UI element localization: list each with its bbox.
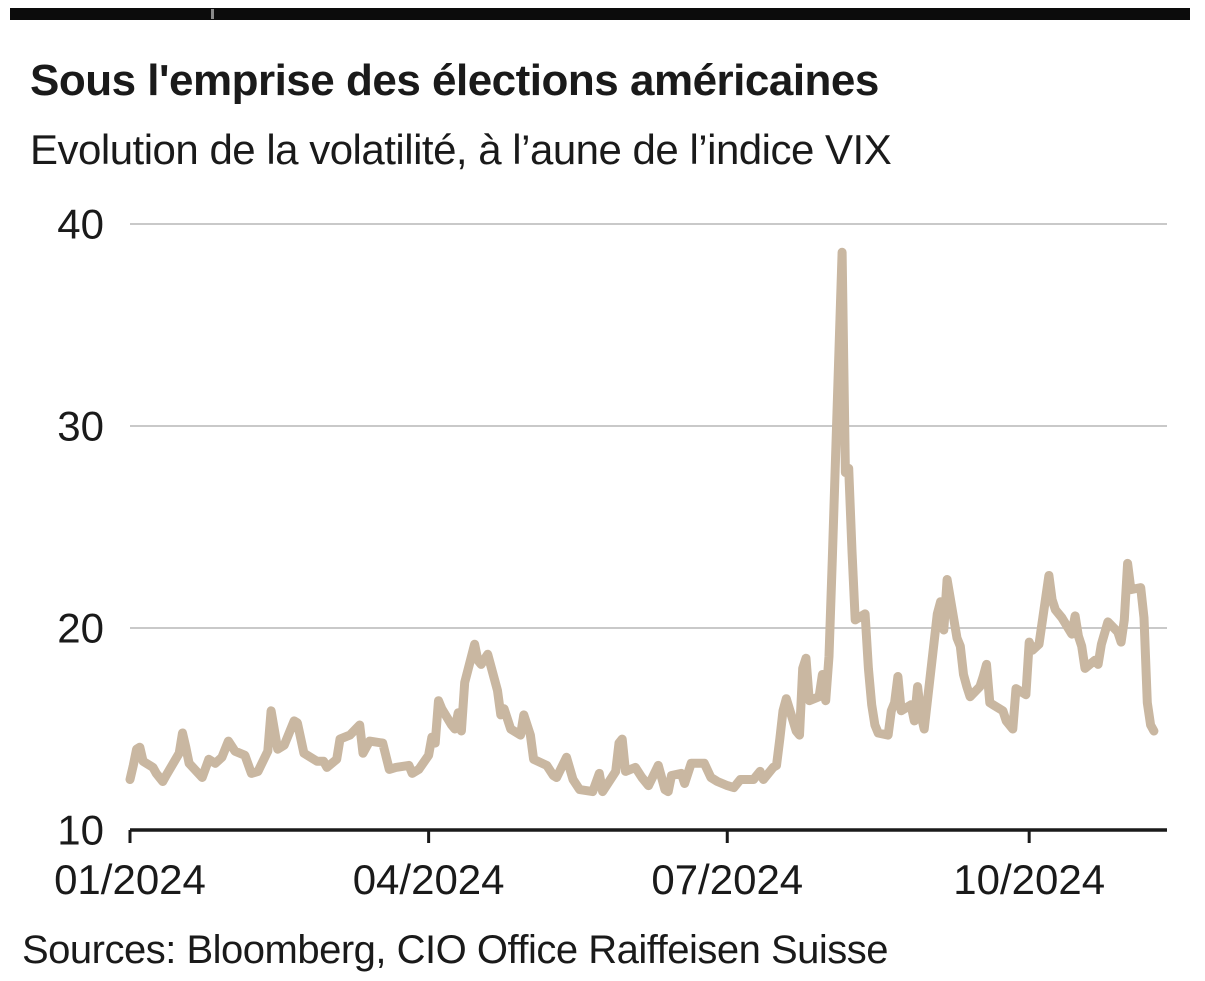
x-axis-label-10/2024: 10/2024: [953, 856, 1105, 903]
x-axis-label-07/2024: 07/2024: [651, 856, 803, 903]
y-axis-label-30: 30: [57, 403, 104, 450]
y-axis-label-10: 10: [57, 807, 104, 854]
sources-note: Sources: Bloomberg, CIO Office Raiffeise…: [22, 928, 889, 972]
vix-series-line: [125, 247, 1159, 797]
x-axis-label-04/2024: 04/2024: [353, 856, 505, 903]
y-axis-label-20: 20: [57, 605, 104, 652]
chart-subtitle: Evolution de la volatilité, à l’aune de …: [30, 126, 892, 173]
top-divider-bar: [10, 8, 1190, 20]
top-bar-notch: [211, 9, 214, 19]
chart-title: Sous l'emprise des élections américaines: [30, 56, 879, 105]
y-axis-label-40: 40: [57, 201, 104, 248]
x-axis-label-01/2024: 01/2024: [54, 856, 206, 903]
